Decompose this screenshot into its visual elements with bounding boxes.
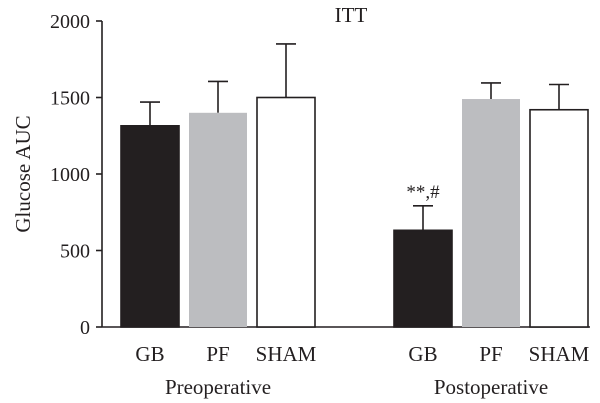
y-axis-title: Glucose AUC (11, 115, 35, 232)
axes: 0 500 1000 1500 2000 (50, 11, 590, 339)
y-tick-label: 2000 (50, 11, 90, 33)
y-tick-label: 1000 (50, 164, 90, 186)
y-tick-label: 0 (80, 317, 90, 339)
category-label: GB (408, 342, 437, 366)
category-label: SHAM (256, 342, 317, 366)
bar (529, 108, 589, 328)
group-label: Postoperative (434, 375, 548, 399)
group-label: Preoperative (165, 375, 271, 399)
bar (462, 99, 520, 327)
significance-annotation: **,# (406, 182, 440, 203)
category-label: PF (479, 342, 502, 366)
bar (120, 125, 180, 328)
y-tick-label: 500 (60, 241, 90, 263)
bar (256, 96, 316, 328)
chart-title: ITT (335, 3, 368, 27)
y-tick-label: 1500 (50, 88, 90, 110)
category-label: GB (135, 342, 164, 366)
bar (189, 112, 247, 327)
category-label: SHAM (529, 342, 590, 366)
bars (120, 43, 589, 328)
bar (393, 229, 453, 328)
category-label: PF (206, 342, 229, 366)
